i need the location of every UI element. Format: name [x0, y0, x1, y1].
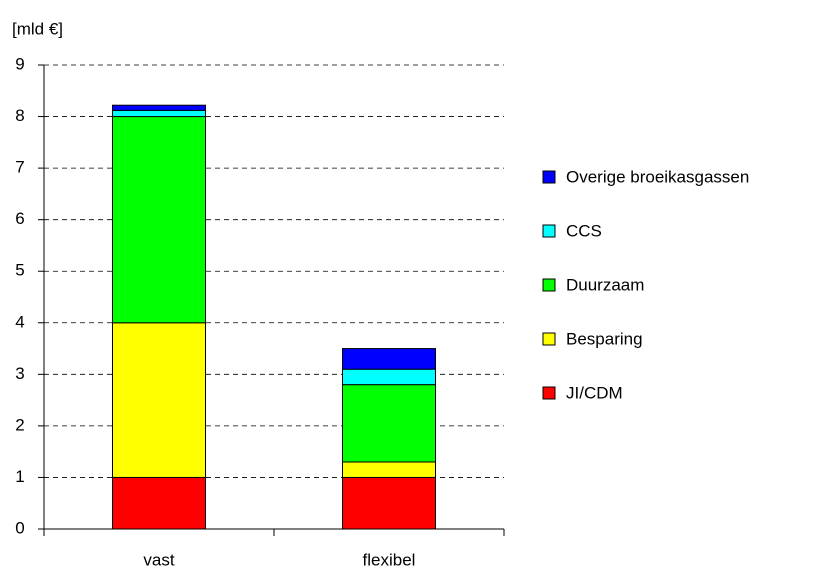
y-tick-label: 7: [15, 158, 24, 177]
y-axis-label: [mld €]: [12, 19, 63, 38]
y-tick-label: 0: [15, 518, 24, 537]
y-tick-label: 6: [15, 209, 24, 228]
legend-label: Overige broeikasgassen: [566, 167, 749, 186]
legend-label: Besparing: [566, 329, 643, 348]
x-tick-label: flexibel: [363, 550, 416, 569]
bar-segment: [342, 368, 436, 386]
y-tick-label: 3: [15, 364, 24, 383]
y-tick-label: 1: [15, 467, 24, 486]
y-tick-label: 4: [15, 312, 24, 331]
bar-segment: [112, 322, 206, 478]
legend-swatch: [542, 278, 556, 292]
legend-label: JI/CDM: [566, 383, 623, 402]
bar-segment: [112, 116, 206, 324]
bar-segment: [342, 348, 436, 370]
bar-segment: [112, 476, 206, 530]
y-tick-label: 2: [15, 415, 24, 434]
x-tick-label: vast: [143, 550, 174, 569]
legend-swatch: [542, 224, 556, 238]
bar-segment: [342, 476, 436, 530]
bar-segment: [342, 461, 436, 478]
y-tick-label: 5: [15, 261, 24, 280]
legend-swatch: [542, 332, 556, 346]
bar-segment: [112, 104, 206, 111]
bar-segment: [342, 384, 436, 463]
y-tick-label: 9: [15, 54, 24, 73]
y-tick-label: 8: [15, 106, 24, 125]
legend-swatch: [542, 386, 556, 400]
legend-swatch: [542, 170, 556, 184]
bar-segment: [112, 109, 206, 118]
legend-label: Duurzaam: [566, 275, 644, 294]
legend-label: CCS: [566, 221, 602, 240]
